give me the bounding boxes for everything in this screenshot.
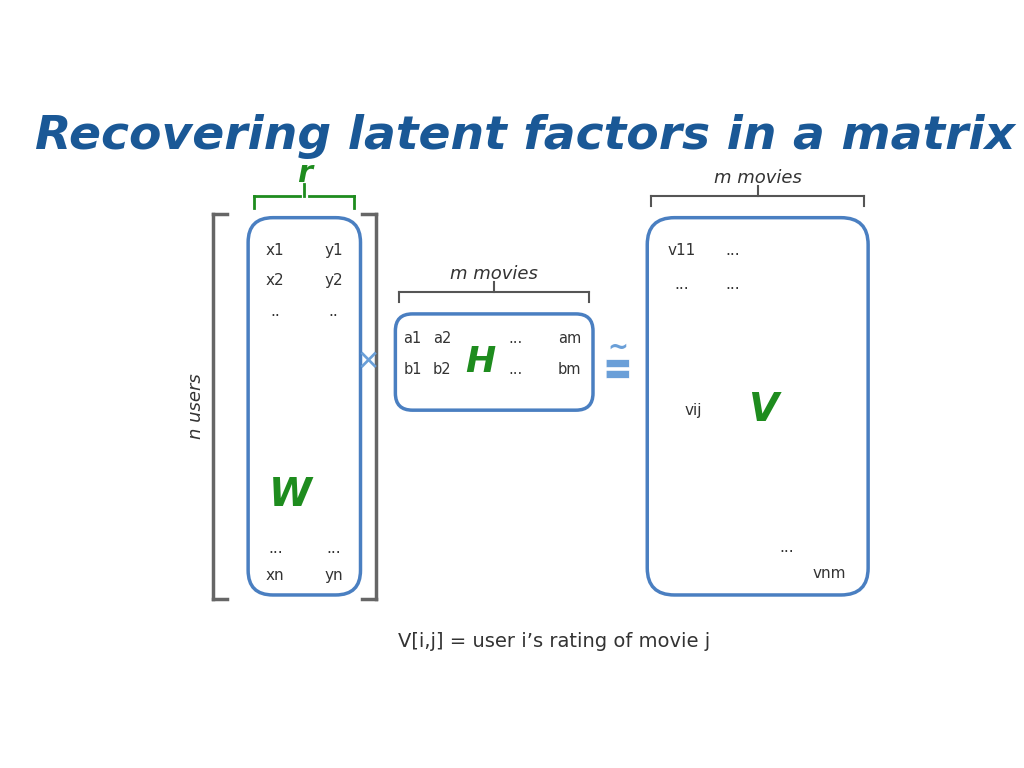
Text: r: r bbox=[297, 158, 312, 187]
Text: m movies: m movies bbox=[451, 265, 539, 283]
Text: a1: a1 bbox=[403, 331, 422, 346]
Text: ...: ... bbox=[675, 277, 689, 292]
Text: vnm: vnm bbox=[813, 566, 846, 581]
Text: ...: ... bbox=[725, 277, 739, 292]
Text: y2: y2 bbox=[324, 273, 343, 288]
Text: v11: v11 bbox=[668, 243, 696, 257]
Text: ...: ... bbox=[326, 541, 341, 556]
Text: y1: y1 bbox=[324, 243, 343, 257]
Text: ✕: ✕ bbox=[356, 348, 380, 376]
Text: x1: x1 bbox=[266, 243, 285, 257]
FancyBboxPatch shape bbox=[606, 370, 630, 379]
Text: ..: .. bbox=[329, 304, 338, 319]
Text: vij: vij bbox=[685, 402, 702, 418]
Text: yn: yn bbox=[324, 568, 343, 583]
Text: a2: a2 bbox=[433, 331, 451, 346]
Text: bm: bm bbox=[558, 362, 582, 377]
Text: Recovering latent factors in a matrix: Recovering latent factors in a matrix bbox=[35, 114, 1015, 159]
Text: ...: ... bbox=[508, 362, 522, 377]
Text: V[i,j] = user i’s rating of movie j: V[i,j] = user i’s rating of movie j bbox=[398, 631, 711, 650]
FancyBboxPatch shape bbox=[606, 359, 630, 368]
Text: xn: xn bbox=[266, 568, 285, 583]
Text: ...: ... bbox=[268, 541, 283, 556]
Text: W: W bbox=[269, 476, 312, 514]
Text: ...: ... bbox=[779, 540, 794, 554]
Text: x2: x2 bbox=[266, 273, 285, 288]
Text: ...: ... bbox=[725, 243, 739, 257]
Text: am: am bbox=[558, 331, 582, 346]
Text: ~: ~ bbox=[607, 336, 629, 360]
Text: H: H bbox=[466, 345, 496, 379]
Text: b2: b2 bbox=[432, 362, 452, 377]
Text: m movies: m movies bbox=[714, 169, 802, 187]
Text: ...: ... bbox=[508, 331, 522, 346]
Text: ..: .. bbox=[270, 304, 281, 319]
Text: V: V bbox=[749, 391, 778, 429]
Text: b1: b1 bbox=[403, 362, 422, 377]
Text: n users: n users bbox=[187, 373, 205, 439]
